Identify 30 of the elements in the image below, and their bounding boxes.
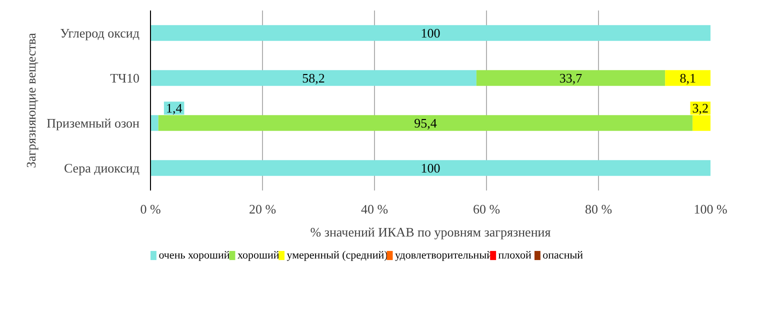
y-tick-label: Углерод оксид [60, 26, 140, 40]
bar [150, 115, 158, 131]
bar [150, 160, 710, 176]
bar [150, 70, 476, 86]
legend-label: умеренный (средний) [286, 250, 388, 262]
data-label: 3,2 [692, 100, 708, 116]
data-label: 100 [420, 26, 440, 40]
data-label: 95,4 [414, 116, 438, 130]
y-tick-label: Приземный озон [46, 116, 140, 130]
x-tick-label: 20 % [248, 202, 276, 216]
data-label: 8,1 [680, 70, 696, 86]
data-label: 1,4 [166, 100, 183, 116]
x-tick-label: 40 % [360, 202, 388, 216]
y-tick-label: ТЧ10 [110, 70, 140, 86]
y-tick-label: Сера диоксид [64, 160, 140, 176]
x-tick-label: 100 % [694, 202, 728, 216]
y-axis-title: Загрязняющие вещества [24, 32, 39, 168]
x-tick-label: 80 % [584, 202, 612, 216]
x-axis-title: % значений ИКАВ по уровням загрязнения [310, 224, 551, 240]
x-tick-label: 60 % [472, 202, 500, 216]
legend-label: плохой [498, 250, 532, 262]
legend-label: опасный [542, 250, 584, 262]
legend-label: очень хороший [158, 250, 230, 262]
data-label: 33,7 [559, 70, 583, 86]
bar [158, 115, 693, 131]
x-tick-label: 0 % [140, 202, 161, 216]
data-label: 100 [420, 160, 440, 176]
data-label: 58,2 [302, 70, 325, 86]
bar [150, 25, 710, 41]
bar [476, 70, 666, 86]
